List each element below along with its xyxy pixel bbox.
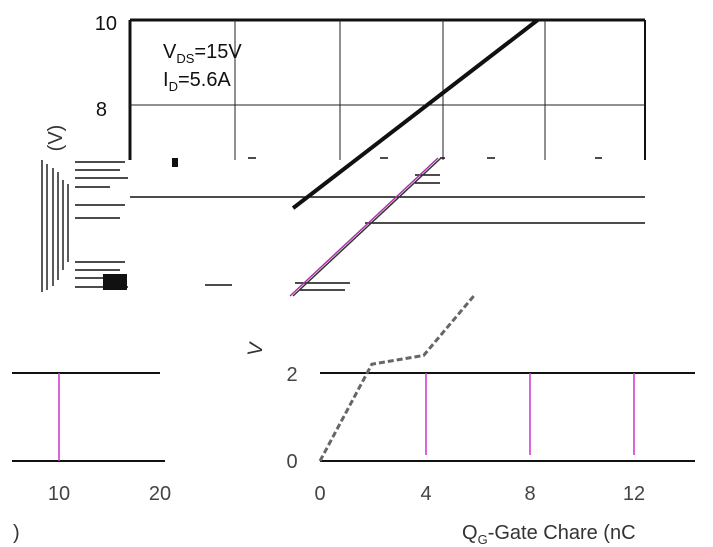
gate-voltage-line: [291, 18, 539, 210]
upper-panel: 10 8 (V) VDS=15V ID=5.6A: [45, 13, 646, 210]
vds-symbol: V: [163, 41, 177, 63]
glitch-diagonal: [289, 157, 442, 297]
lower-gridlines: [425, 373, 635, 455]
vds-subscript: DS: [176, 51, 194, 66]
lower-series-group: [318, 292, 477, 462]
lower-axes: [320, 372, 695, 462]
x-tick-label: 8: [524, 483, 535, 505]
lower-y-axis-label: V: [244, 340, 268, 358]
qg-symbol: Q: [462, 522, 478, 544]
left-panel-fragment: 10 20 ): [12, 372, 171, 544]
glitch-block: [103, 274, 127, 290]
y-tick-label: 0: [286, 451, 297, 473]
upper-y-axis-label: (V): [45, 125, 67, 152]
x-tick-label: 20: [149, 483, 171, 505]
lower-x-axis-label: QG-Gate Chare (nC: [462, 522, 636, 547]
y-tick-label: 8: [96, 99, 107, 121]
glitch-long-lines: [130, 157, 645, 291]
y-tick-label: 2: [286, 364, 297, 386]
glitch-band: [41, 157, 645, 297]
x-tick-label: 0: [314, 483, 325, 505]
svg-text:ID=5.6A: ID=5.6A: [163, 69, 231, 94]
y-tick-label: 10: [95, 13, 117, 35]
glitch-vertical-strokes: [41, 160, 69, 292]
qg-subscript: G: [478, 532, 488, 547]
glitch-marker: [172, 158, 178, 167]
lower-y-ticks: 2 0: [286, 364, 297, 473]
x-tick-label: 4: [420, 483, 431, 505]
upper-plot-frame: [128, 18, 646, 160]
svg-text:VDS=15V: VDS=15V: [163, 41, 242, 66]
vds-annotation: VDS=15V: [163, 41, 242, 66]
lower-x-ticks: 0 4 8 12: [314, 483, 645, 505]
lower-panel: 2 0 0 4 8 12 V QG-Gate Chare (nC: [244, 292, 695, 547]
left-axis-label-fragment: ): [13, 522, 20, 544]
id-value: =5.6A: [178, 69, 231, 91]
id-symbol: I: [163, 69, 169, 91]
gate-charge-curve: [318, 292, 477, 462]
vds-value: =15V: [194, 41, 242, 63]
upper-series-group: [291, 18, 539, 210]
id-subscript: D: [169, 79, 178, 94]
qg-label-rest: -Gate Chare (nC: [488, 522, 636, 544]
id-annotation: ID=5.6A: [163, 69, 231, 94]
x-tick-label: 12: [623, 483, 645, 505]
upper-y-ticks: 10 8: [95, 13, 117, 121]
upper-gridlines: [130, 20, 645, 160]
glitch-horizontal-strokes: [75, 161, 128, 288]
x-tick-label: 10: [48, 483, 70, 505]
